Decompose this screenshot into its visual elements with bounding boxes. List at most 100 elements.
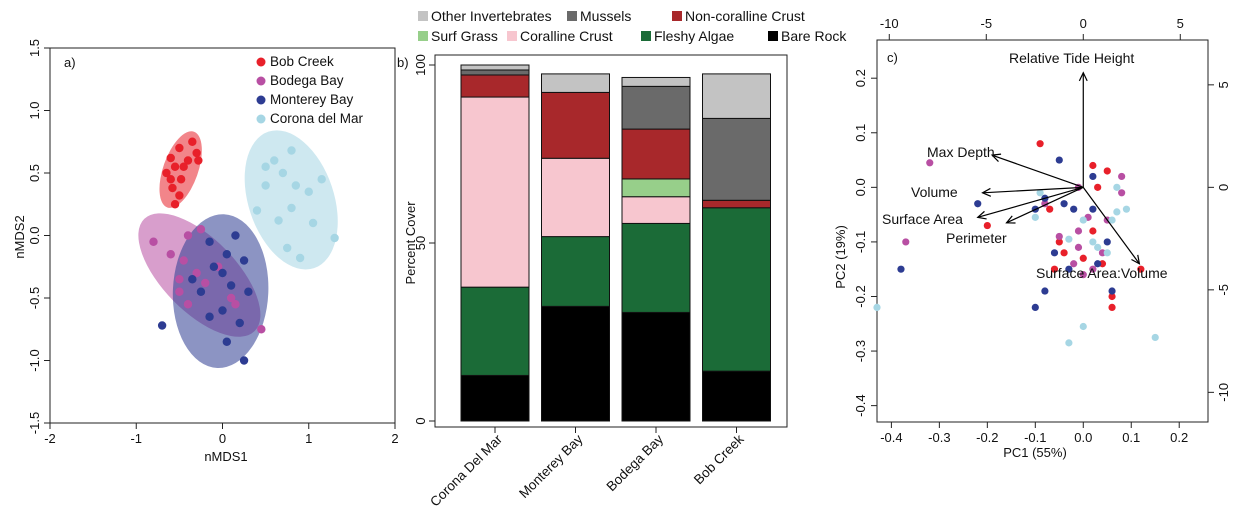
- right-tick-label: 5: [1216, 81, 1231, 88]
- panel-b-frame: [434, 54, 788, 428]
- point-monterey-bay: [1089, 172, 1097, 181]
- point-corona-del-mar: [1065, 339, 1073, 347]
- x-tick-label: -0.4: [880, 430, 902, 445]
- point-corona-del-mar: [1151, 333, 1159, 342]
- vector-arrowhead-volume: [981, 187, 992, 197]
- legend-marker-bodega-bay: [256, 76, 266, 86]
- point-monterey-bay: [974, 200, 982, 208]
- point-corona-del-mar: [1103, 249, 1111, 257]
- y-tick-label: -0.2: [853, 285, 868, 307]
- point-monterey-bay: [231, 231, 240, 240]
- point-monterey-bay: [157, 321, 167, 330]
- point-bob-creek: [1050, 265, 1059, 273]
- bar-segment-fleshy-algae: [460, 286, 530, 376]
- point-bob-creek: [1089, 161, 1097, 170]
- point-bodega-bay: [1074, 243, 1083, 251]
- point-bob-creek: [170, 162, 180, 171]
- y-tick-label: -0.1: [853, 231, 868, 253]
- bar-segment-non-coralline-crust: [621, 128, 691, 180]
- point-bodega-bay: [902, 238, 910, 246]
- point-bodega-bay: [175, 275, 184, 284]
- point-bob-creek: [175, 191, 184, 200]
- point-monterey-bay: [235, 318, 244, 328]
- bar-segment-other-invertebrates: [621, 76, 691, 87]
- bar-segment-other-invertebrates: [460, 64, 530, 71]
- bar-segment-fleshy-algae: [702, 207, 771, 372]
- bar-segment-non-coralline-crust: [541, 91, 610, 159]
- vector-arrowhead-surface-area: [976, 210, 987, 220]
- x-tick-label: -0.3: [928, 430, 950, 445]
- point-corona-del-mar: [308, 218, 318, 228]
- legend-label-surf-grass: Surf Grass: [431, 28, 498, 44]
- point-bob-creek: [1055, 238, 1063, 246]
- y-tick-label: 0.5: [27, 164, 42, 182]
- ellipse-monterey-bay: [172, 214, 269, 368]
- point-bob-creek: [168, 183, 177, 193]
- point-bodega-bay: [926, 159, 934, 167]
- point-bob-creek: [1137, 265, 1145, 273]
- bar-segment-surf-grass: [621, 178, 691, 198]
- y-tick-label: -1.0: [27, 349, 42, 371]
- vector-label-relative-tide-height: Relative Tide Height: [1009, 50, 1134, 66]
- bar-segment-coralline-crust: [460, 96, 530, 288]
- y-tick-label: 50: [413, 236, 428, 250]
- point-bob-creek: [162, 168, 171, 178]
- x-tick-label: 2: [391, 431, 398, 446]
- vector-label-surface-area-volume: Surface Area:Volume: [1036, 265, 1168, 281]
- point-bob-creek: [1046, 205, 1054, 213]
- y-tick-label: 0.1: [853, 124, 868, 142]
- right-tick-label: -10: [1216, 383, 1231, 402]
- panel-b-label: b): [397, 55, 409, 70]
- y-tick-label: 1.0: [27, 101, 42, 119]
- point-bob-creek: [166, 175, 175, 184]
- point-bob-creek: [188, 137, 197, 146]
- point-bodega-bay: [1055, 232, 1063, 241]
- top-tick-label: -5: [980, 16, 992, 31]
- legend-swatch-other-invertebrates: [418, 11, 428, 21]
- point-corona-del-mar: [1065, 235, 1073, 243]
- x-tick-label: -0.1: [1024, 430, 1046, 445]
- point-corona-del-mar: [1122, 205, 1131, 213]
- panel-a-nmds-plot: a) -2 -1 0 1 2 -1.5 -1.0 -0.5 0.0 0.5 1.0 1.5 nMDS…: [12, 39, 399, 464]
- point-bob-creek: [1108, 303, 1116, 311]
- y-tick-label: 0.2: [853, 69, 868, 87]
- point-monterey-bay: [1031, 303, 1039, 311]
- bar-segment-fleshy-algae: [541, 236, 610, 307]
- x-tick-label: -0.2: [976, 430, 998, 445]
- vector-arrowhead-perimeter: [1005, 215, 1016, 224]
- vector-label-surface-area: Surface Area: [882, 211, 963, 227]
- panel-a-y-ticks: -1.5 -1.0 -0.5 0.0 0.5 1.0 1.5: [27, 39, 50, 434]
- panel-a-label: a): [64, 55, 76, 70]
- point-corona-del-mar: [278, 168, 288, 178]
- x-tick-label: 1: [305, 431, 312, 446]
- legend-marker-corona-del-mar: [256, 114, 266, 124]
- panel-c-pca-biplot: c) Relative Tide Height Max Depth Volume Su…: [833, 16, 1231, 460]
- point-corona-del-mar: [1031, 213, 1039, 221]
- y-tick-label: -1.5: [27, 412, 42, 434]
- point-corona-del-mar: [1089, 238, 1097, 246]
- point-monterey-bay: [1065, 265, 1073, 273]
- point-bob-creek: [1060, 249, 1068, 257]
- point-bodega-bay: [183, 300, 193, 309]
- point-monterey-bay: [1050, 249, 1059, 257]
- point-monterey-bay: [205, 312, 214, 321]
- point-bodega-bay: [201, 278, 210, 288]
- point-bob-creek: [166, 153, 175, 163]
- bar-segment-non-coralline-crust: [702, 199, 771, 209]
- top-tick-label: 0: [1080, 16, 1087, 31]
- panel-c-loading-vectors: Relative Tide Height Max Depth Volume Surfa…: [882, 50, 1168, 281]
- vector-label-perimeter: Perimeter: [946, 230, 1007, 246]
- panel-c-x-axis-label: PC1 (55%): [1003, 445, 1067, 460]
- x-tick-label: Bob Creek: [691, 431, 747, 487]
- point-bob-creek: [179, 162, 188, 171]
- point-monterey-bay: [1089, 205, 1097, 213]
- panel-b-stacked-bar-chart: b) 0 50 100 Corona Del Mar Monterey Bay Bode…: [397, 8, 847, 510]
- panel-b-bars: [460, 64, 771, 422]
- panel-c-right-ticks: -10 -5 0 5: [1208, 81, 1231, 402]
- vector-arrowhead-max-depth: [990, 153, 1002, 162]
- point-monterey-bay: [222, 337, 232, 346]
- vector-line-perimeter: [1006, 186, 1084, 224]
- point-corona-del-mar: [287, 203, 296, 213]
- point-monterey-bay: [205, 237, 214, 246]
- point-bodega-bay: [1118, 189, 1126, 197]
